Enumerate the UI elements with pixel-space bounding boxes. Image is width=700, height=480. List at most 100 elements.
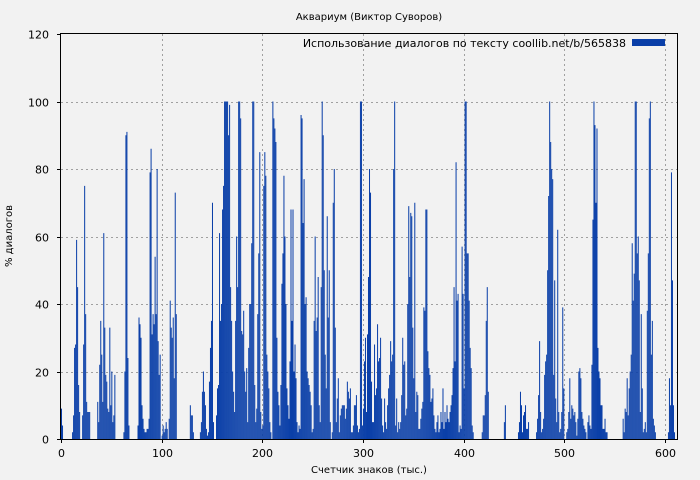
bar [142, 418, 144, 439]
bar [238, 101, 240, 439]
bar [303, 179, 305, 440]
bar [310, 405, 312, 439]
bar [388, 388, 390, 440]
bar [452, 368, 454, 440]
bar [627, 415, 629, 440]
bar [312, 428, 314, 440]
plot-frame [60, 33, 678, 440]
bar [408, 206, 410, 439]
bar [447, 418, 449, 439]
bar [255, 422, 257, 440]
bar [420, 418, 422, 439]
bar [299, 428, 301, 440]
bar [139, 324, 141, 439]
bar [300, 115, 302, 439]
bar [448, 422, 450, 440]
bar [354, 405, 356, 439]
bar [291, 320, 293, 440]
bar [82, 415, 84, 440]
bar [277, 391, 279, 439]
bar [165, 422, 167, 440]
bar [99, 364, 101, 439]
bar [156, 169, 158, 439]
bar [162, 425, 164, 439]
bar [432, 388, 434, 440]
bar [348, 398, 350, 439]
bar [269, 422, 271, 440]
bar [561, 412, 563, 439]
bar [166, 428, 168, 440]
bar [403, 364, 405, 439]
bar [279, 425, 281, 439]
bar [574, 412, 576, 439]
bar [634, 101, 636, 439]
bar [405, 415, 407, 440]
bar [470, 368, 472, 440]
bar [670, 172, 672, 440]
bar [395, 425, 397, 439]
bar [450, 405, 452, 439]
bar [249, 304, 251, 439]
bar [72, 432, 74, 439]
bar [284, 236, 286, 439]
bar [192, 432, 194, 439]
bar [599, 378, 601, 439]
bar [298, 425, 300, 439]
bar [212, 422, 214, 440]
bar [593, 101, 595, 439]
bar [650, 354, 652, 440]
bar [302, 223, 304, 439]
bar [236, 236, 238, 439]
bar [342, 405, 344, 439]
bar [646, 310, 648, 439]
bar [557, 229, 559, 439]
bar [503, 422, 505, 440]
bar [384, 398, 386, 439]
bar [202, 371, 204, 439]
y-tick-label: 120 [28, 29, 49, 42]
bar [189, 405, 191, 439]
bar [373, 422, 375, 440]
bar [83, 344, 85, 439]
bar [173, 378, 175, 439]
bar [246, 368, 248, 440]
bar [289, 361, 291, 440]
bar [259, 152, 261, 440]
bar [383, 432, 385, 439]
y-tick-label: 80 [35, 164, 49, 177]
bar [123, 432, 125, 439]
bar [372, 422, 374, 440]
bar [78, 385, 80, 439]
bar [356, 425, 358, 439]
bar [386, 428, 388, 440]
bar [536, 432, 538, 439]
bar [234, 412, 236, 439]
bar [208, 381, 210, 440]
bar [114, 374, 116, 440]
bar [366, 334, 368, 440]
bar [203, 391, 205, 439]
bar [443, 428, 445, 440]
bar [281, 283, 283, 439]
bar [232, 371, 234, 439]
bar [199, 432, 201, 439]
bar [392, 354, 394, 440]
bar [158, 374, 160, 440]
bar [436, 422, 438, 440]
bar [397, 432, 399, 439]
bar [528, 422, 530, 440]
bar [668, 378, 670, 439]
bar [566, 432, 568, 439]
bar [580, 378, 582, 439]
bar [648, 118, 650, 440]
bar [170, 327, 172, 440]
bar [449, 412, 451, 439]
bar [600, 405, 602, 439]
bar [598, 371, 600, 439]
bar [472, 432, 474, 439]
bar [357, 432, 359, 439]
bar [275, 142, 277, 439]
bar [651, 320, 653, 440]
legend: Использование диалогов по тексту coollib… [303, 37, 665, 50]
bar [434, 428, 436, 440]
